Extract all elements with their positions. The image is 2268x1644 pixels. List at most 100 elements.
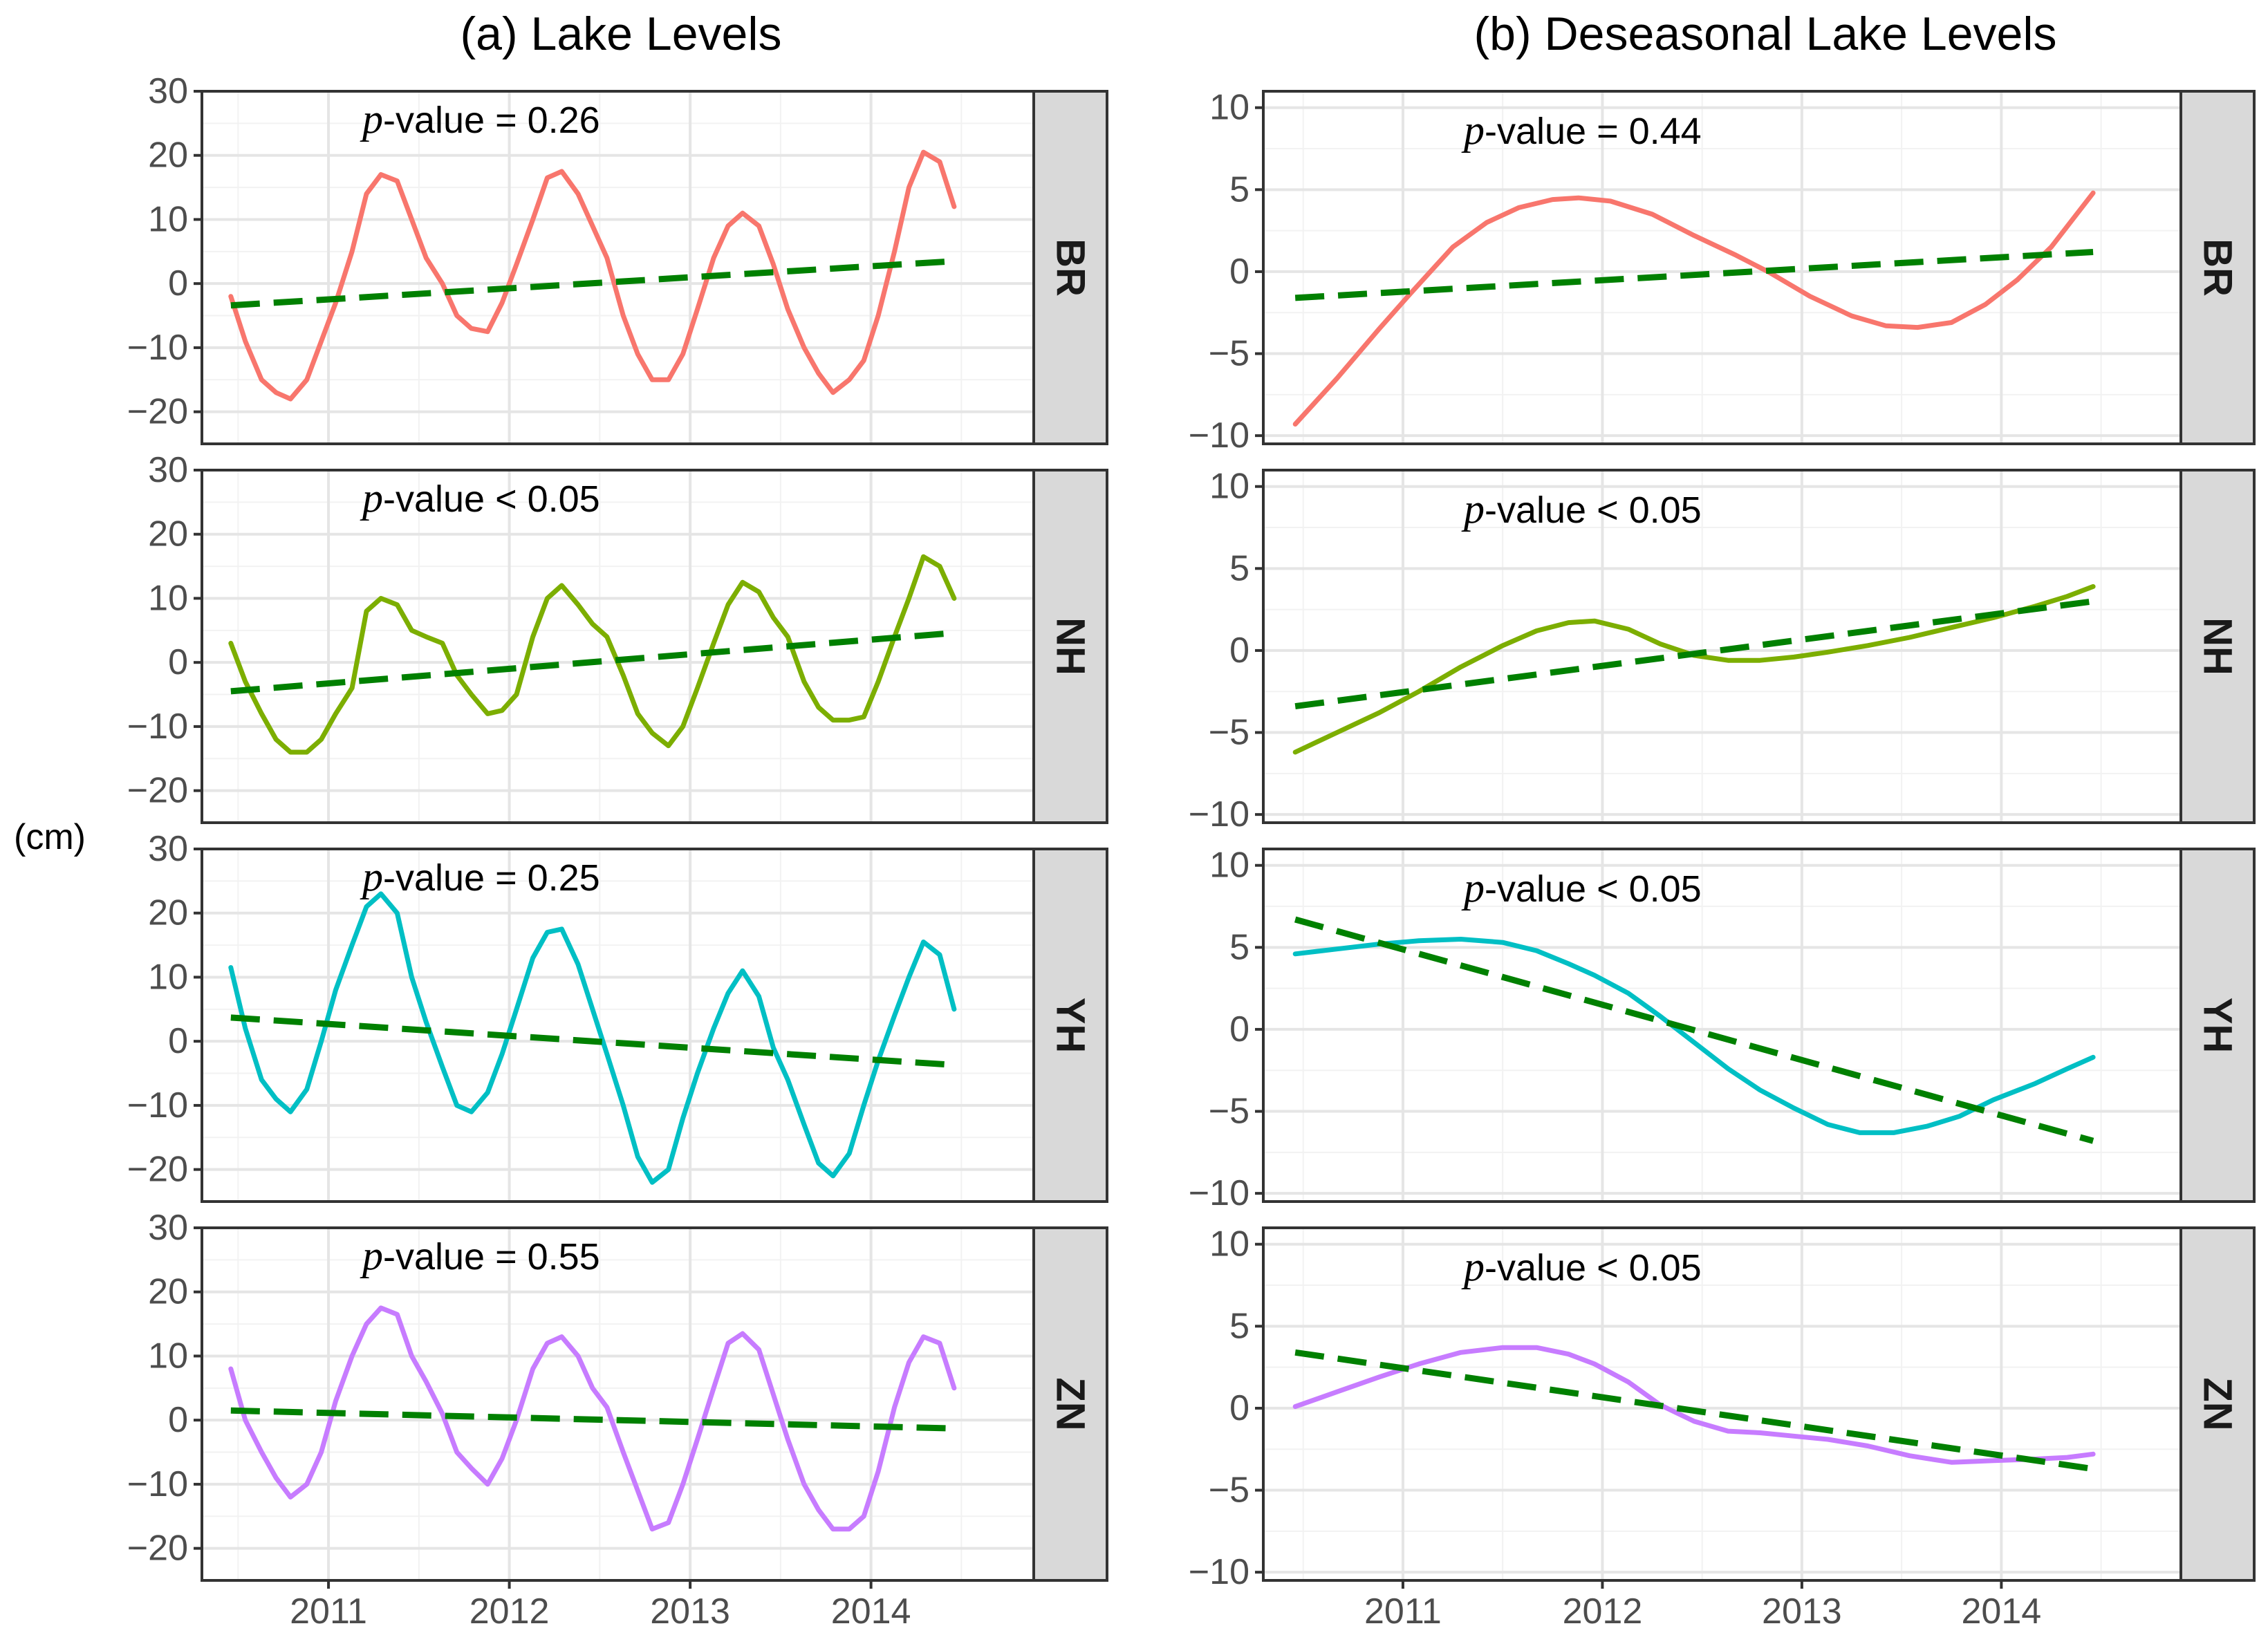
x-tick-label: 2013 [1762,1591,1842,1632]
p-value-symbol: p [360,96,383,142]
p-value-label: p-value = 0.26 [360,96,600,142]
y-tick-label: 10 [148,578,188,618]
p-value-label: p-value < 0.05 [1461,486,1702,532]
facet-strip [2179,848,2256,1203]
panel-br-a: p-value = 0.26 BR −20 −10 0 10 20 30 [127,71,1108,445]
p-value-symbol: p [1461,107,1485,153]
p-value-text: -value < 0.05 [383,478,600,520]
p-value-symbol: p [1461,865,1485,910]
trend-line-nh-a [230,630,955,695]
panel-yh-b: p-value < 0.05 YH −10 −5 0 5 10 [1189,846,2256,1213]
trend-line-nh-b [1294,598,2094,710]
x-tick-label: 2014 [1962,1591,2042,1632]
y-tick-label: −10 [127,328,188,368]
p-value-text: -value = 0.44 [1485,111,1702,152]
y-tick-label: −5 [1209,1470,1249,1511]
column-title-b: (b) Deseasonal Lake Levels [1474,8,2057,60]
trend-line-zn-a [230,1407,955,1432]
y-tick-label: 0 [1229,1009,1249,1049]
y-tick-label: −5 [1209,334,1249,374]
p-value-text: -value < 0.05 [1485,489,1702,531]
facet-strip-label: BR [1048,239,1093,297]
series-line-zn-b [1292,1345,2096,1465]
y-tick-label: 5 [1229,1306,1249,1346]
p-value-symbol: p [1461,1244,1485,1289]
p-value-label: p-value < 0.05 [1461,1244,1702,1289]
series-line-yh-a [228,891,957,1185]
y-tick-label: 20 [148,1272,188,1312]
y-tick-label: 30 [148,71,188,111]
y-tick-label: 30 [148,829,188,869]
y-tick-label: −10 [127,1085,188,1125]
p-value-text: -value = 0.26 [383,100,600,141]
y-tick-label: 10 [148,199,188,239]
facet-strip [2179,1226,2256,1582]
y-tick-label: −10 [127,1464,188,1504]
y-tick-label: 20 [148,136,188,176]
y-tick-label: −20 [127,771,188,811]
x-tick-label: 2012 [470,1591,550,1632]
series-line-zn-a [228,1305,957,1532]
p-value-text: -value = 0.25 [383,857,600,899]
y-tick-label: 0 [1229,630,1249,671]
p-value-label: p-value < 0.05 [360,475,600,521]
y-tick-label: −10 [1189,794,1249,834]
series-line-nh-a [228,554,957,755]
facet-strip-label: NH [2195,617,2240,675]
series-line-yh-b [1292,937,2096,1135]
panel-background [202,470,1034,823]
y-axis-label: (cm) [14,817,86,857]
y-tick-label: 0 [168,1400,188,1440]
facet-strip-label: YH [1048,998,1093,1054]
y-tick-label: −10 [1189,415,1249,456]
panel-zn-a: p-value = 0.55 ZN −20 −10 0 10 20 30 2011 2012 201… [127,1208,1108,1632]
y-tick-label: 10 [1209,846,1249,886]
p-value-label: p-value = 0.44 [1461,107,1702,153]
x-tick-label: 2013 [650,1591,730,1632]
panel-nh-a: p-value < 0.05 NH −20 −10 0 10 20 30 [127,450,1108,824]
p-value-text: -value < 0.05 [1485,1247,1702,1289]
panel-yh-a: p-value = 0.25 YH −20 −10 0 10 20 30 [127,829,1108,1203]
facet-strip [1032,469,1108,824]
x-tick-label: 2012 [1563,1591,1643,1632]
y-tick-label: 5 [1229,548,1249,588]
trend-line-yh-a [230,1014,955,1068]
p-value-symbol: p [360,854,383,899]
y-tick-label: −20 [127,1529,188,1569]
panel-nh-b: p-value < 0.05 NH −10 −5 0 5 10 [1189,467,2256,834]
y-tick-label: −20 [127,392,188,432]
p-value-label: p-value = 0.25 [360,854,600,899]
column-title-a: (a) Lake Levels [461,8,782,60]
y-tick-label: −10 [1189,1173,1249,1213]
trend-line-yh-b [1294,916,2094,1144]
trend-line-br-b [1294,248,2094,301]
trend-line-br-a [230,258,955,309]
y-tick-label: 20 [148,893,188,933]
y-tick-label: −5 [1209,1092,1249,1132]
panel-background [1263,1228,2181,1580]
y-tick-label: 0 [168,642,188,682]
y-tick-label: 5 [1229,169,1249,209]
series-line-br-a [228,149,957,402]
y-tick-label: 0 [1229,1388,1249,1428]
facet-strip [1032,848,1108,1203]
facet-strip [1032,1226,1108,1582]
x-tick-label: 2014 [831,1591,911,1632]
y-tick-label: 5 [1229,927,1249,967]
facet-strip-label: BR [2195,239,2240,297]
y-tick-label: −5 [1209,713,1249,753]
trend-line-zn-b [1294,1349,2094,1473]
y-tick-label: −10 [127,707,188,747]
panel-background [1263,470,2181,823]
panel-background [202,91,1034,444]
y-tick-label: 20 [148,514,188,554]
p-value-label: p-value < 0.05 [1461,865,1702,910]
y-tick-label: 30 [148,1208,188,1248]
panel-background [202,1228,1034,1580]
p-value-text: -value = 0.55 [383,1236,600,1278]
y-tick-label: −20 [127,1150,188,1190]
panel-background [1263,91,2181,444]
p-value-label: p-value = 0.55 [360,1233,600,1278]
panel-zn-b: p-value < 0.05 ZN −10 −5 0 5 10 2011 2012 2013 201… [1189,1224,2256,1632]
